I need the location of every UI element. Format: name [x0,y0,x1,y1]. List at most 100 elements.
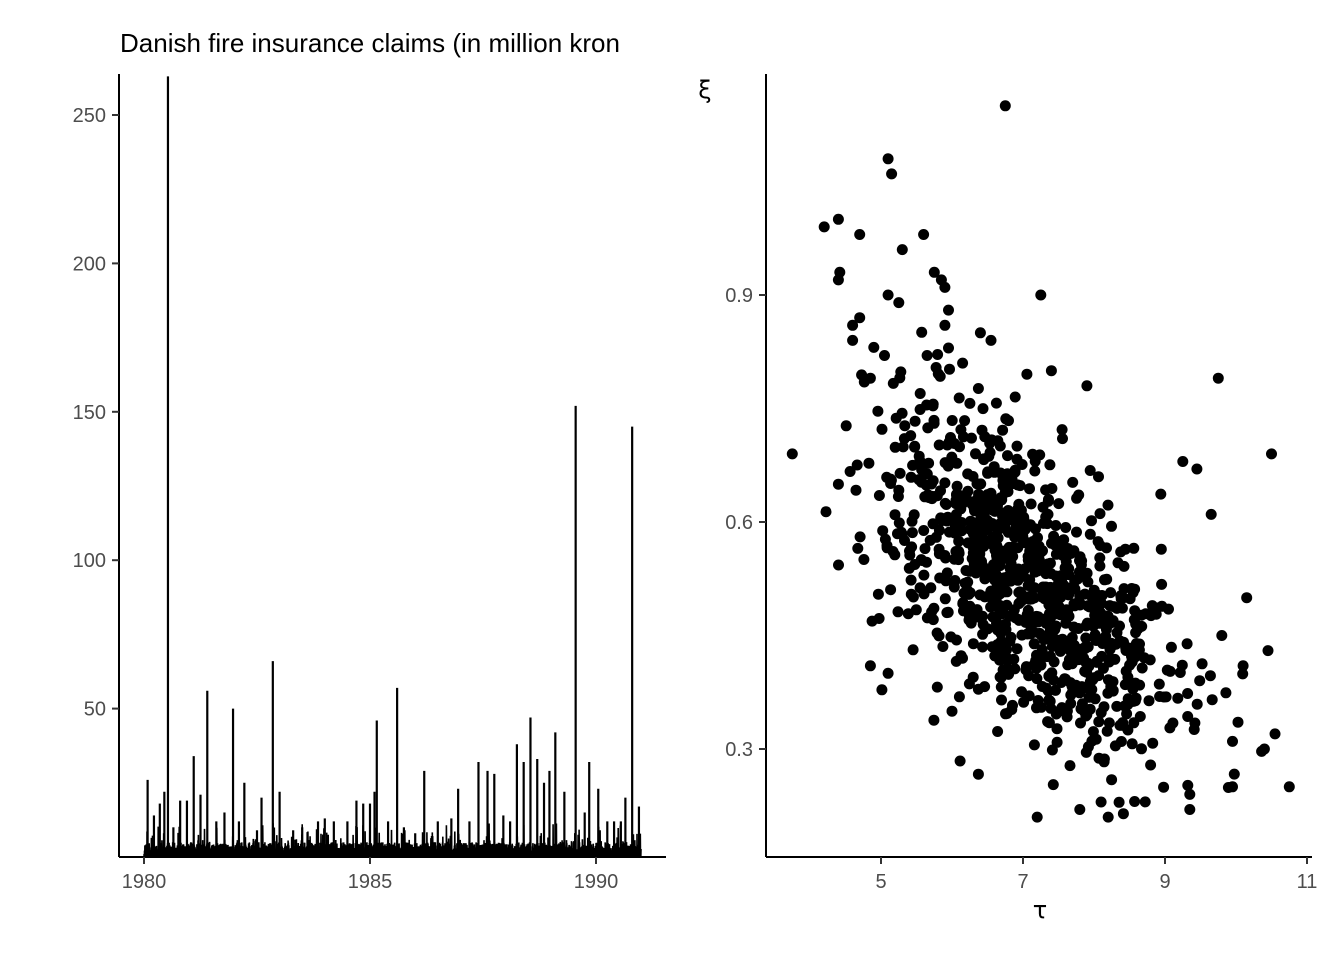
scatter-point [933,439,945,451]
scatter-point [1108,601,1120,613]
scatter-point [959,577,971,589]
scatter-point [1061,711,1073,723]
scatter-point [1003,541,1015,553]
x-tick-label: 9 [1159,871,1170,893]
scatter-point [1056,424,1068,436]
scatter-point [858,554,870,565]
scatter-point [852,542,864,554]
scatter-point [957,357,969,369]
scatter-point [1031,811,1043,823]
scatter-point [1084,465,1096,476]
x-tick-label: 5 [875,871,886,893]
scatter-point [1134,638,1145,650]
scatter-point [1102,499,1114,511]
scatter-point [946,415,958,426]
scatter-point [1115,736,1127,747]
scatter-point [1081,617,1093,629]
scatter-point [1029,455,1041,467]
scatter-point [881,471,893,483]
scatter-point [1044,459,1056,471]
scatter-point [1081,380,1093,392]
scatter-point [1082,741,1094,753]
scatter-point [992,726,1004,737]
scatter-point [984,569,996,581]
scatter-point [902,608,914,620]
scatter-point [1020,664,1032,676]
scatter-point [977,641,988,653]
scatter-point [985,487,997,499]
scatter-point [923,492,935,504]
scatter-point [1050,684,1061,696]
baseline-claims-line [143,823,642,858]
y-tick-label: 0.3 [725,739,753,761]
scatter-point [919,543,931,555]
scatter-point [1022,537,1034,549]
y-tick-label: 100 [73,550,106,572]
scatter-point [897,441,909,453]
scatter-point [1092,536,1104,548]
scatter-point [1003,415,1014,427]
scatter-point [996,652,1008,664]
scatter-point [1065,698,1077,709]
scatter-point [1044,557,1056,569]
scatter-point [1002,575,1014,587]
scatter-point [1001,586,1013,598]
scatter-point [866,615,878,627]
scatter-point [1164,665,1176,677]
scatter-point [1177,456,1189,467]
scatter-point [1127,683,1139,695]
scatter-point [864,372,876,384]
y-tick-label: 200 [73,253,106,275]
x-tick-label: 7 [1017,871,1028,893]
scatter-point [1191,463,1203,475]
scatter-point [1042,716,1054,728]
scatter-point [1109,653,1121,665]
scatter-point [970,448,981,460]
scatter-point [972,383,984,394]
x-tick-label: 1985 [348,871,393,893]
scatter-point [1196,658,1208,670]
scatter-point [1114,635,1126,647]
scatter-point [943,342,954,354]
scatter-point [970,558,982,570]
scatter-point [882,153,894,165]
scatter-point [1188,724,1200,735]
scatter-point [1035,659,1047,671]
scatter-point [1100,623,1112,635]
scatter-point [1057,588,1068,600]
scatter-point [1087,726,1099,738]
scatter-point [832,478,844,490]
scatter-point [974,548,986,560]
scatter-point [1012,563,1024,575]
scatter-point [1089,609,1101,621]
scatter-point [1269,728,1281,740]
scatter-point [1115,546,1127,558]
scatter-point [1028,638,1040,650]
scatter-point [882,289,894,301]
scatter-point [1022,580,1034,591]
scatter-point [889,509,901,521]
scatter-point [1084,528,1096,540]
scatter-point [993,643,1005,655]
scatter-point [1093,716,1105,728]
scatter-point [832,213,844,225]
scatter-point [1184,804,1196,815]
scatter-point [1069,575,1081,587]
scatter-point [989,501,1001,513]
scatter-point [1071,526,1082,538]
scatter-point [997,664,1009,676]
scatter-point [977,619,989,630]
scatter-point [876,684,888,696]
scatter-point [905,471,917,483]
scatter-point [1204,670,1216,682]
scatter-point [851,459,863,471]
scatter-point [1216,630,1228,641]
scatter-point [1283,781,1295,793]
scatter-point [1053,536,1065,548]
scatter-point [892,606,904,618]
scatter-point [1009,466,1021,478]
scatter-point [1182,779,1194,791]
scatter-point [995,681,1007,693]
scatter-point [1121,708,1133,720]
